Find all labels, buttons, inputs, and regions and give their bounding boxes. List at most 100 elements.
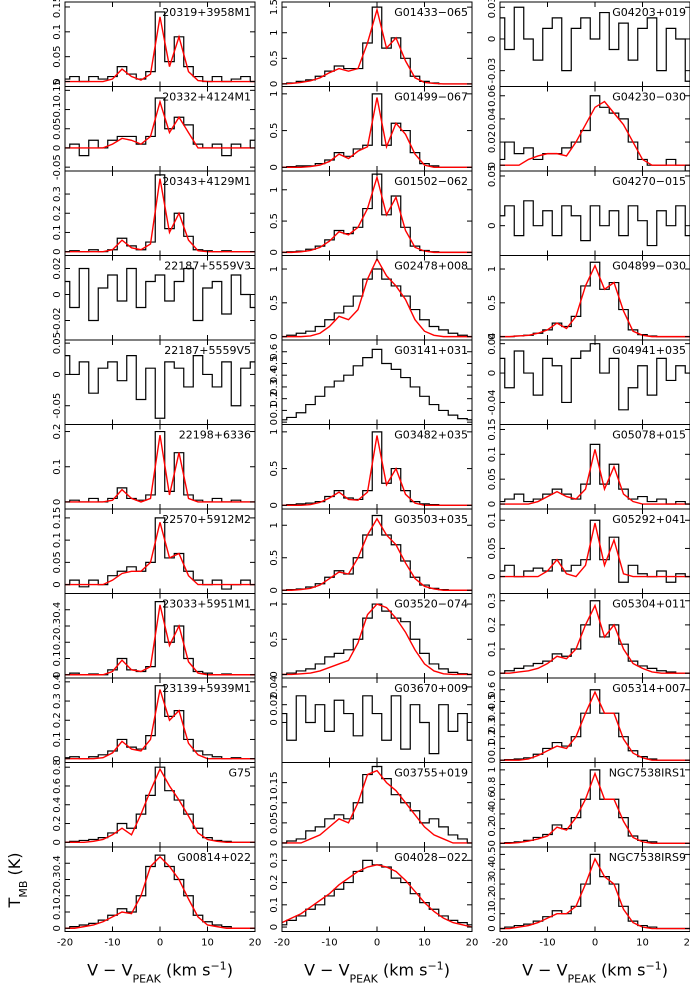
- panel: 0 0.05 0.1 0.15 22570+5912M2: [52, 507, 256, 594]
- fit-line: [65, 178, 255, 253]
- panel: -0.03 0 0.03 G04203+019: [487, 0, 690, 87]
- spectrum-line: [65, 267, 255, 322]
- panel: 0 0.1 0.2 0.3 -20 -10 0 10 20 G04028−022: [269, 846, 478, 949]
- x-tick-label: -10: [321, 938, 337, 949]
- panel-title: G01499−067: [394, 91, 468, 104]
- panel-title: 22570+5912M2: [162, 513, 251, 526]
- fit-line: [65, 99, 255, 149]
- x-axis-label-sup: −1: [427, 959, 443, 972]
- y-tick-label: 0: [269, 587, 280, 593]
- fit-line: [282, 603, 472, 676]
- panel-title: G03503+035: [394, 513, 468, 526]
- y-tick-label: 0.3: [52, 186, 63, 202]
- panel: -0.05 0 0.050.10.15 20332+4124M1: [52, 79, 256, 180]
- y-tick-label: 0.4: [52, 855, 63, 871]
- x-axis-label: V − VPEAK (km s−1): [304, 959, 450, 984]
- y-tick-label: 0: [487, 222, 498, 228]
- spectrum-line: [500, 200, 690, 247]
- fit-line: [65, 434, 255, 503]
- x-axis-label-part: V − V: [522, 961, 568, 980]
- x-tick-label: 0: [592, 938, 598, 949]
- x-axis-label-part: V − V: [304, 961, 350, 980]
- spectrum-line: [65, 685, 255, 760]
- y-tick-label: 0.1: [487, 906, 498, 922]
- y-tick-label: 0: [269, 840, 280, 846]
- panel: 0 0.1 0.2 22198+6336: [52, 424, 256, 510]
- panel: 0 0.5 1 G03503+035: [269, 508, 473, 594]
- y-tick-label: 1: [269, 91, 280, 97]
- y-axis-label-sub: MB: [17, 881, 30, 898]
- spectrum-line: [65, 430, 255, 503]
- panel-title: G04028−022: [394, 851, 468, 864]
- y-tick-label: 0.2: [52, 424, 63, 440]
- panel: -0.05 0 0.05 22187+5559V5: [52, 332, 256, 425]
- spectrum-line: [500, 600, 690, 674]
- y-tick-label: 0.6: [487, 682, 498, 698]
- x-axis-label-part: ): [662, 961, 668, 980]
- x-axis-label-sup: −1: [210, 959, 226, 972]
- x-tick-label: 10: [418, 938, 431, 949]
- y-tick-label: 0.05: [52, 46, 63, 68]
- y-tick-label: 0: [52, 78, 63, 84]
- panel-title: G00814+022: [177, 851, 251, 864]
- y-tick-label: 0: [269, 671, 280, 677]
- y-axis-label-part: T: [5, 897, 24, 908]
- panel: 0 0.1 0.2 0.3 20343+4129M1: [52, 170, 256, 256]
- y-tick-label: 0.5: [487, 694, 498, 710]
- y-tick-label: 1: [269, 522, 280, 528]
- panel: 00.10.20.30.40.50.6 G03141+031: [269, 339, 473, 425]
- y-tick-label: 0.5: [269, 356, 280, 372]
- y-tick-label: 0: [269, 333, 280, 339]
- y-tick-label: 0.5: [269, 50, 280, 66]
- x-axis-label: V − VPEAK (km s−1): [522, 959, 668, 984]
- x-tick-label: -20: [274, 938, 290, 949]
- spectrum-line: [282, 695, 472, 755]
- y-tick-label: 0.5: [269, 550, 280, 566]
- panel-title: 23139+5939M1: [162, 682, 251, 695]
- y-tick-label: 0: [52, 755, 63, 761]
- x-tick-label: 10: [201, 938, 214, 949]
- y-tick-label: 0.05: [487, 165, 498, 187]
- y-tick-label: 0.3: [487, 876, 498, 892]
- x-axis-label: V − VPEAK (km s−1): [87, 959, 233, 984]
- spectrum-line: [500, 519, 690, 583]
- y-tick-label: 0.2: [487, 729, 498, 745]
- y-tick-label: 0.1: [487, 740, 498, 756]
- y-tick-label: -0.03: [487, 58, 498, 84]
- y-tick-label: 0.04: [487, 333, 498, 355]
- y-tick-label: 0: [487, 670, 498, 676]
- y-tick-label: 0.6: [487, 791, 498, 807]
- panel: 0 0.20.40.60.8 1 NGC7538IRS1: [487, 762, 690, 848]
- y-tick-label: 0.3: [52, 693, 63, 709]
- fit-line: [65, 767, 255, 844]
- y-tick-label: 0.05: [487, 537, 498, 559]
- y-tick-label: 0.8: [487, 777, 498, 793]
- y-tick-label: 0.05: [269, 812, 280, 834]
- y-tick-label: 0.5: [269, 631, 280, 647]
- y-tick-label: 0.1: [52, 532, 63, 548]
- y-tick-label: 0.2: [487, 617, 498, 633]
- x-axis-label-part: ): [227, 961, 233, 980]
- y-tick-label: 0: [487, 573, 498, 579]
- spectrum-line: [282, 348, 472, 421]
- y-tick-label: 0: [487, 757, 498, 763]
- panel: 0 0.5 1 G03482+035: [269, 424, 473, 510]
- panel-title: 22187+5559V3: [164, 260, 251, 273]
- y-axis-label: TMB (K): [5, 853, 30, 909]
- x-tick-label: -10: [104, 938, 120, 949]
- y-tick-label: -0.02: [52, 308, 63, 334]
- y-tick-label: 0: [52, 248, 63, 254]
- spectrum-line: [65, 517, 255, 590]
- panel: 0 0.1 0.2 0.3 G05304+011: [487, 593, 690, 679]
- y-tick-label: 0.2: [487, 891, 498, 907]
- y-tick-label: 0.15: [52, 507, 63, 529]
- y-tick-label: 0.1: [52, 651, 63, 667]
- y-tick-label: 0.03: [487, 0, 498, 18]
- panel-title: 20343+4129M1: [162, 175, 251, 188]
- spectrum-line: [282, 268, 472, 338]
- panel-title: 22187+5559V5: [164, 344, 251, 357]
- y-tick-label: 0.1: [52, 24, 63, 40]
- y-tick-label: 0: [269, 502, 280, 508]
- y-tick-label: 0.02: [269, 694, 280, 716]
